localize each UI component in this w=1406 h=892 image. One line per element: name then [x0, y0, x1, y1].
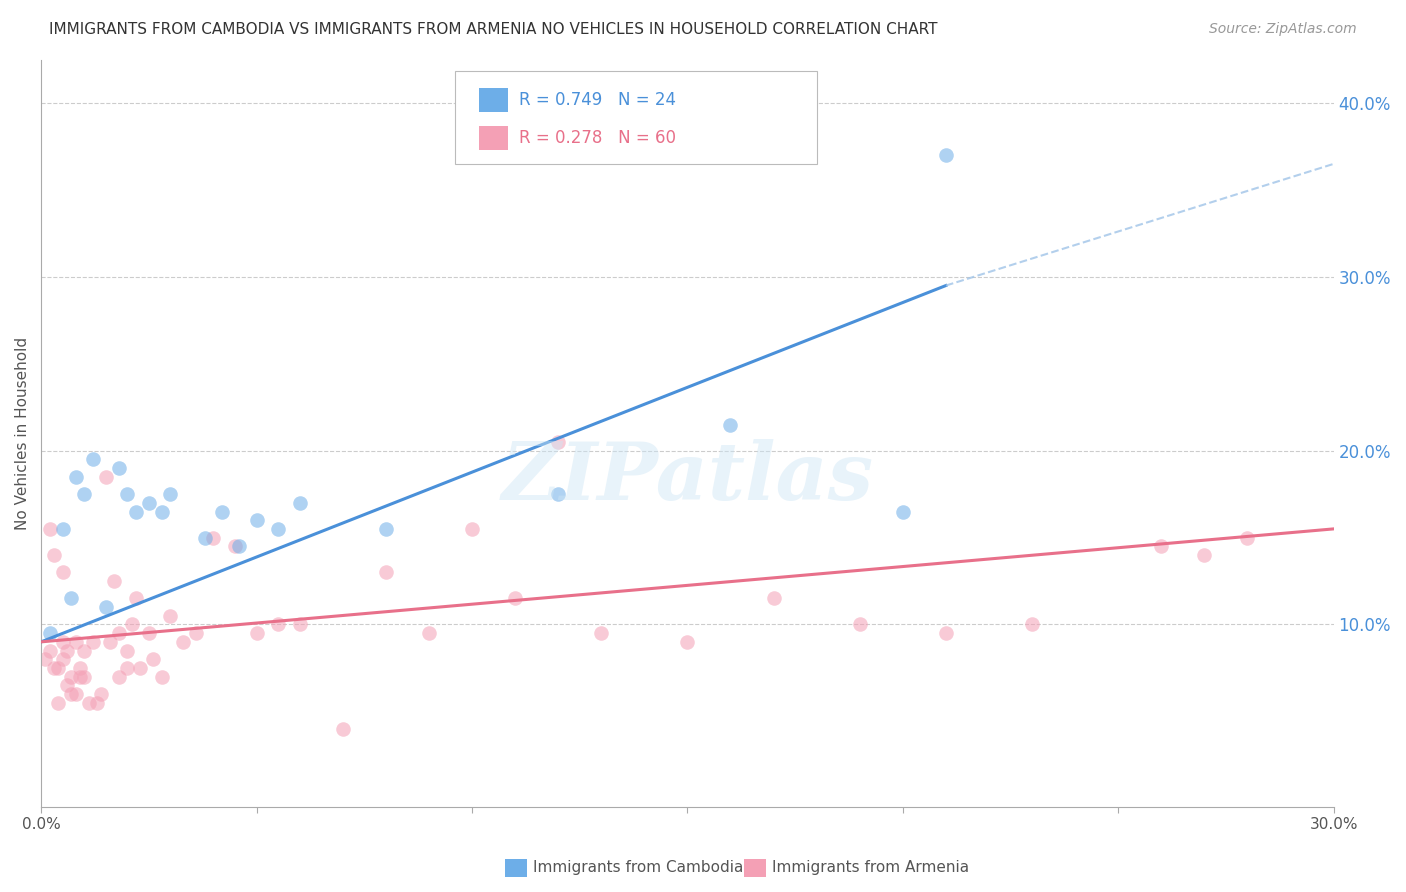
Point — [935, 148, 957, 162]
Point — [73, 643, 96, 657]
Point — [720, 417, 742, 432]
Point — [288, 617, 311, 632]
Point — [194, 531, 217, 545]
Point — [56, 678, 79, 692]
Text: Immigrants from Armenia: Immigrants from Armenia — [772, 861, 969, 875]
Point — [461, 522, 484, 536]
Point — [1150, 539, 1173, 553]
Point — [547, 487, 569, 501]
Point — [121, 617, 143, 632]
Point — [202, 531, 225, 545]
Point — [38, 522, 60, 536]
Text: R = 0.749   N = 24: R = 0.749 N = 24 — [519, 91, 676, 110]
Point — [1021, 617, 1043, 632]
Point — [267, 522, 290, 536]
FancyBboxPatch shape — [479, 127, 508, 150]
Point — [288, 496, 311, 510]
Point — [138, 496, 160, 510]
Point — [82, 635, 104, 649]
Point — [52, 566, 75, 580]
Y-axis label: No Vehicles in Household: No Vehicles in Household — [15, 336, 30, 530]
Point — [245, 513, 267, 527]
Point — [69, 661, 91, 675]
Point — [224, 539, 246, 553]
Point — [125, 504, 148, 518]
Point — [267, 617, 290, 632]
Point — [125, 591, 148, 606]
Point — [52, 652, 75, 666]
Point — [374, 522, 396, 536]
Point — [332, 722, 354, 736]
Point — [591, 626, 613, 640]
Point — [150, 670, 173, 684]
Point — [73, 670, 96, 684]
Point — [103, 574, 125, 588]
Point — [34, 652, 56, 666]
Point — [90, 687, 112, 701]
Point — [172, 635, 194, 649]
Point — [848, 617, 870, 632]
Text: Source: ZipAtlas.com: Source: ZipAtlas.com — [1209, 22, 1357, 37]
Point — [891, 504, 914, 518]
Point — [150, 504, 173, 518]
Point — [86, 696, 108, 710]
Point — [245, 626, 267, 640]
Point — [107, 626, 129, 640]
Point — [82, 452, 104, 467]
Point — [211, 504, 233, 518]
Point — [129, 661, 152, 675]
FancyBboxPatch shape — [479, 87, 508, 112]
Point — [547, 434, 569, 449]
Point — [117, 643, 139, 657]
Point — [52, 522, 75, 536]
Point — [935, 626, 957, 640]
Text: Immigrants from Cambodia: Immigrants from Cambodia — [533, 861, 744, 875]
Point — [73, 487, 96, 501]
Point — [762, 591, 785, 606]
Text: R = 0.278   N = 60: R = 0.278 N = 60 — [519, 129, 676, 147]
Point — [42, 548, 65, 562]
Point — [159, 487, 181, 501]
Point — [94, 469, 117, 483]
Point — [38, 643, 60, 657]
Point — [117, 661, 139, 675]
Point — [60, 670, 83, 684]
Point — [56, 643, 79, 657]
Point — [65, 635, 87, 649]
Point — [117, 487, 139, 501]
Point — [60, 591, 83, 606]
Point — [69, 670, 91, 684]
Text: ZIPatlas: ZIPatlas — [502, 440, 873, 516]
Point — [107, 461, 129, 475]
Point — [52, 635, 75, 649]
Point — [186, 626, 208, 640]
Point — [418, 626, 440, 640]
Point — [374, 566, 396, 580]
Point — [159, 608, 181, 623]
Point — [42, 661, 65, 675]
Text: IMMIGRANTS FROM CAMBODIA VS IMMIGRANTS FROM ARMENIA NO VEHICLES IN HOUSEHOLD COR: IMMIGRANTS FROM CAMBODIA VS IMMIGRANTS F… — [49, 22, 938, 37]
Point — [1236, 531, 1258, 545]
Point — [142, 652, 165, 666]
Point — [38, 626, 60, 640]
Point — [107, 670, 129, 684]
Point — [138, 626, 160, 640]
Point — [46, 661, 69, 675]
Point — [65, 469, 87, 483]
FancyBboxPatch shape — [454, 70, 817, 164]
Point — [503, 591, 526, 606]
Point — [60, 687, 83, 701]
Point — [228, 539, 250, 553]
Point — [65, 687, 87, 701]
Point — [46, 696, 69, 710]
Point — [94, 600, 117, 615]
Point — [676, 635, 699, 649]
Point — [1194, 548, 1216, 562]
Point — [98, 635, 121, 649]
Point — [77, 696, 100, 710]
